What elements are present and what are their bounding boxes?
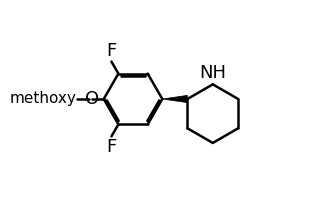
Text: O: O	[85, 90, 99, 108]
Text: F: F	[106, 42, 116, 60]
Text: NH: NH	[199, 64, 226, 82]
Polygon shape	[162, 95, 188, 103]
Text: F: F	[106, 138, 116, 156]
Text: methoxy: methoxy	[10, 91, 77, 107]
